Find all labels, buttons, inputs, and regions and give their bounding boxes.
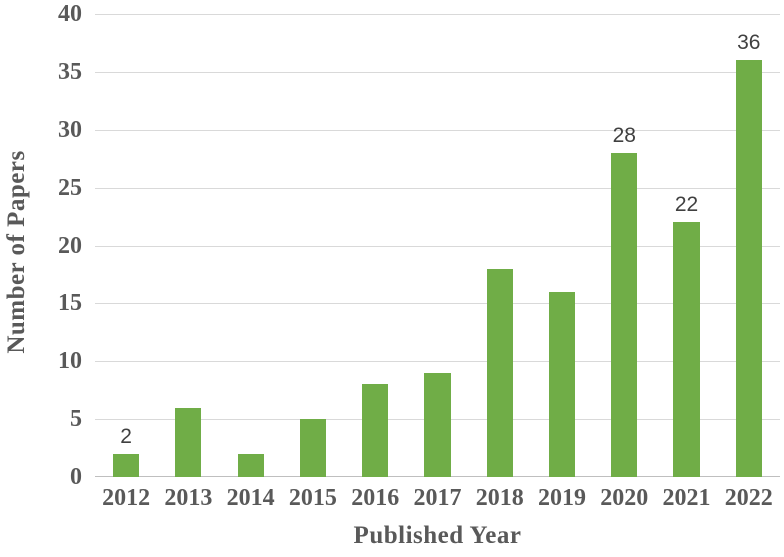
gridline-15 bbox=[95, 303, 780, 305]
x-axis-tick-labels: 2012 2013 2014 2015 2016 2017 2018 2019 2020 2021… bbox=[95, 485, 780, 511]
x-tick-label-2022: 2022 bbox=[724, 485, 773, 511]
bar-2021 bbox=[673, 222, 700, 477]
bar-slot-2012: 2 bbox=[95, 14, 157, 477]
y-tick-label-40: 40 bbox=[58, 1, 82, 27]
x-tick-label-2019: 2019 bbox=[537, 485, 586, 511]
bar-slot-2015 bbox=[282, 14, 344, 477]
bar-value-label-2021: 22 bbox=[674, 193, 699, 217]
gridline-25 bbox=[95, 187, 780, 189]
x-tick-label-2014: 2014 bbox=[226, 485, 275, 511]
y-tick-label-30: 30 bbox=[58, 116, 82, 143]
bar-2019 bbox=[548, 291, 576, 477]
bars-container: 2 28 22 36 bbox=[95, 14, 780, 477]
y-tick-label-15: 15 bbox=[58, 290, 82, 317]
bar-slot-2013 bbox=[157, 14, 219, 477]
plot-area: 2 28 22 36 bbox=[95, 14, 780, 477]
bar-2013 bbox=[175, 407, 202, 477]
x-tick-label-2020: 2020 bbox=[600, 485, 649, 511]
bar-slot-2020: 28 bbox=[593, 14, 655, 477]
bar-slot-2016 bbox=[344, 14, 406, 477]
bar-slot-2021: 22 bbox=[655, 14, 717, 477]
bar-value-label-2020: 28 bbox=[612, 123, 636, 147]
bar-slot-2018 bbox=[469, 14, 531, 477]
y-tick-label-0: 0 bbox=[70, 464, 82, 490]
bar-2017 bbox=[424, 372, 451, 477]
y-tick-label-25: 25 bbox=[58, 174, 82, 201]
gridline-20 bbox=[95, 245, 780, 247]
x-tick-label-2015: 2015 bbox=[288, 485, 337, 511]
y-tick-label-10: 10 bbox=[58, 348, 82, 375]
bar-2015 bbox=[299, 419, 326, 477]
bar-slot-2022: 36 bbox=[718, 14, 780, 477]
gridline-30 bbox=[95, 129, 780, 131]
bar-2022 bbox=[735, 60, 762, 477]
bar-2014 bbox=[237, 453, 264, 477]
bar-2016 bbox=[362, 384, 389, 477]
bar-2012 bbox=[113, 453, 140, 477]
x-tick-label-2012: 2012 bbox=[102, 485, 151, 511]
y-tick-label-20: 20 bbox=[58, 232, 82, 259]
x-tick-label-2017: 2017 bbox=[413, 485, 462, 511]
bar-slot-2019 bbox=[531, 14, 593, 477]
x-tick-label-2021: 2021 bbox=[662, 485, 711, 511]
y-tick-label-5: 5 bbox=[70, 406, 82, 433]
gridline-35 bbox=[95, 71, 780, 73]
gridline-40 bbox=[95, 14, 780, 15]
x-tick-label-2016: 2016 bbox=[351, 485, 400, 511]
y-tick-label-35: 35 bbox=[58, 58, 82, 85]
bar-2020 bbox=[611, 152, 638, 477]
gridline-10 bbox=[95, 361, 780, 363]
bar-value-label-2022: 36 bbox=[737, 31, 761, 55]
bar-slot-2014 bbox=[220, 14, 282, 477]
bar-2018 bbox=[486, 268, 513, 477]
x-tick-label-2013: 2013 bbox=[164, 485, 213, 511]
x-tick-label-2018: 2018 bbox=[475, 485, 524, 511]
x-axis-title: Published Year bbox=[353, 522, 522, 549]
y-axis-tick-labels: 0 5 10 15 20 25 30 35 40 bbox=[0, 0, 82, 557]
bar-value-label-2012: 2 bbox=[120, 424, 132, 448]
bar-slot-2017 bbox=[406, 14, 468, 477]
